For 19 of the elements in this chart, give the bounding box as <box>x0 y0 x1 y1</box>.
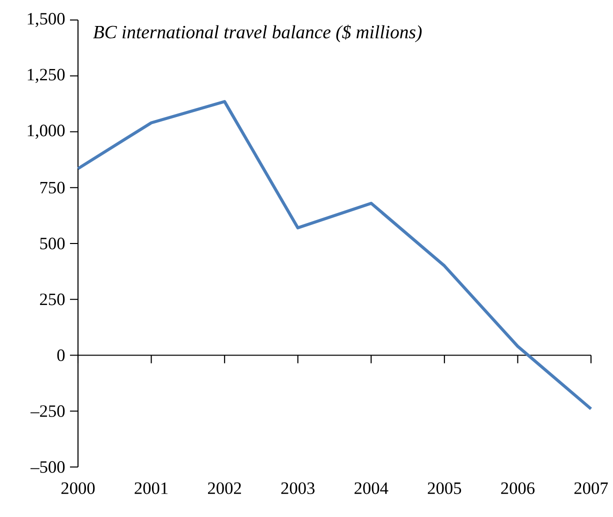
y-tick-label: 1,500 <box>28 12 65 28</box>
x-tick-label: 2007 <box>574 482 608 494</box>
y-tick-label: 1,250 <box>28 68 65 83</box>
x-tick-label: 2004 <box>354 482 388 494</box>
x-tick-label: 2000 <box>61 482 95 494</box>
x-tick-label: 2006 <box>501 482 535 494</box>
x-tick-label: 2001 <box>134 482 168 494</box>
line-series <box>76 100 593 410</box>
y-tick-label: 1,000 <box>28 124 65 139</box>
y-tick-label: 750 <box>40 182 65 194</box>
y-tick-label: 0 <box>57 349 65 362</box>
y-tick-label: 500 <box>40 238 65 250</box>
y-tick-label: –250 <box>30 405 65 417</box>
y-tick-label: –500 <box>30 461 65 473</box>
y-tick-label: 250 <box>40 294 65 306</box>
x-tick-label: 2005 <box>428 482 462 494</box>
x-tick-label: 2002 <box>208 482 241 494</box>
x-tick-label: 2003 <box>281 482 315 494</box>
chart-title: BC international travel balance ($ millions) <box>93 24 422 42</box>
